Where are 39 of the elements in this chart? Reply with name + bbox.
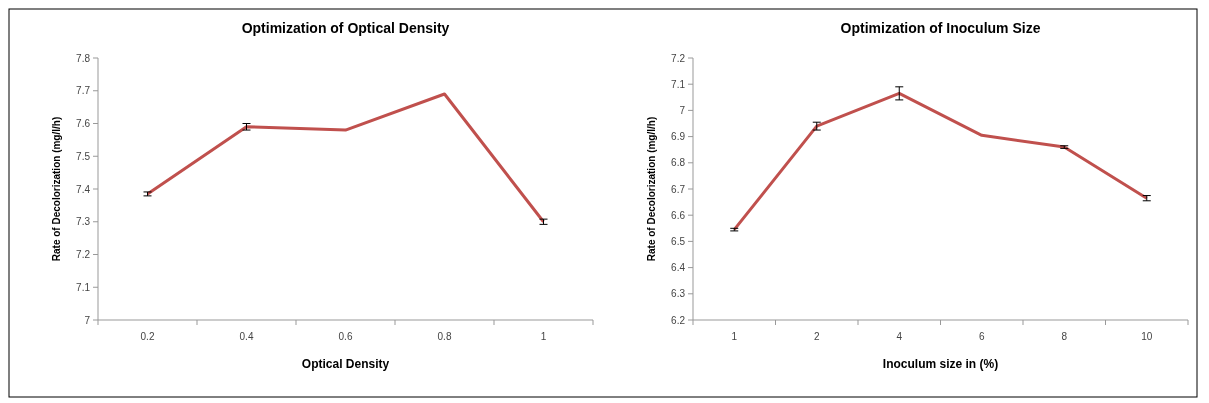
x-tick-label: 0.8	[437, 331, 452, 342]
chart-title: Optimization of Optical Density	[241, 20, 450, 36]
y-axis-title: Rate of Decolorization (mg/l/h)	[51, 116, 62, 262]
y-tick-label: 6.2	[671, 314, 686, 326]
y-tick-label: 6.8	[671, 157, 686, 169]
x-tick-label: 4	[896, 331, 903, 342]
y-axis-title: Rate of Decolorization (mg/l/h)	[646, 116, 657, 262]
y-tick-label: 7.5	[76, 150, 91, 162]
y-tick-label: 7.6	[76, 118, 91, 129]
y-tick-label: 7.4	[76, 183, 91, 195]
x-axis-title: Inoculum size in (%)	[882, 357, 999, 371]
y-tick-label: 6.3	[671, 288, 686, 300]
x-tick-label: 8	[1061, 331, 1068, 342]
line-series	[732, 91, 1149, 232]
y-tick-label: 6.5	[671, 235, 686, 247]
y-tick-label: 7.1	[76, 281, 91, 293]
y-tick-label: 7.3	[76, 216, 91, 228]
y-tick-label: 6.6	[671, 209, 686, 221]
x-tick-label: 0.2	[140, 331, 155, 342]
y-tick-label: 7.2	[76, 249, 91, 260]
x-tick-label: 0.6	[338, 331, 353, 342]
x-tick-label: 1	[731, 331, 738, 342]
y-tick-label: 6.9	[671, 131, 686, 143]
line-series	[146, 92, 545, 224]
y-tick-label: 7	[679, 104, 686, 116]
x-tick-label: 10	[1141, 331, 1153, 342]
x-tick-label: 6	[978, 331, 985, 342]
y-tick-label: 7.8	[76, 52, 91, 64]
chart-title: Optimization of Inoculum Size	[840, 20, 1041, 36]
x-tick-label: 2	[813, 331, 820, 342]
y-tick-label: 7.7	[76, 85, 91, 97]
y-tick-label: 6.4	[671, 262, 686, 274]
x-tick-label: 0.4	[239, 331, 254, 342]
y-tick-label: 7	[84, 314, 91, 326]
y-tick-label: 6.7	[671, 183, 686, 195]
y-tick-label: 7.2	[671, 52, 686, 64]
y-tick-label: 7.1	[671, 78, 686, 90]
x-tick-label: 1	[540, 331, 547, 342]
x-axis-title: Optical Density	[301, 357, 390, 371]
